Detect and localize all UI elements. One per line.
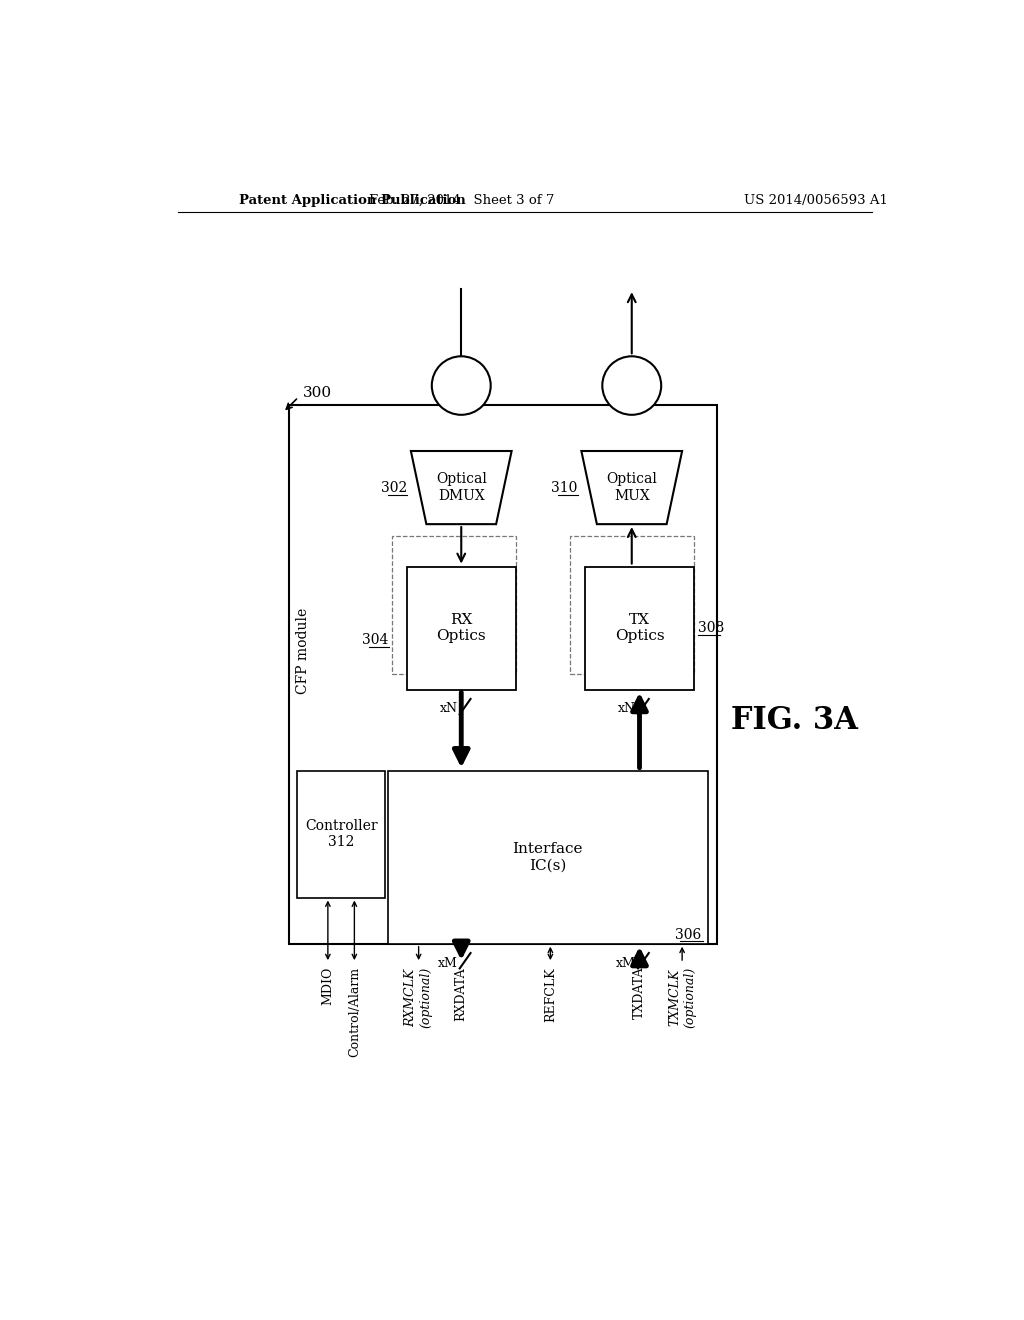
Text: RXDATA: RXDATA xyxy=(455,966,468,1020)
Text: Feb. 27, 2014   Sheet 3 of 7: Feb. 27, 2014 Sheet 3 of 7 xyxy=(369,194,554,207)
Text: CFP module: CFP module xyxy=(296,609,310,694)
Text: Patent Application Publication: Patent Application Publication xyxy=(239,194,466,207)
Text: REFCLK: REFCLK xyxy=(544,966,557,1022)
Text: xN: xN xyxy=(439,702,458,715)
Text: RX
Optics: RX Optics xyxy=(436,612,486,643)
Bar xyxy=(391,536,515,675)
Text: Optical
DMUX: Optical DMUX xyxy=(436,473,486,503)
Text: MDIO: MDIO xyxy=(322,966,335,1006)
Text: Control/Alarm: Control/Alarm xyxy=(348,966,360,1057)
Text: TX
Optics: TX Optics xyxy=(614,612,665,643)
Text: Interface
IC(s): Interface IC(s) xyxy=(512,842,583,873)
Bar xyxy=(407,566,515,689)
Text: xM: xM xyxy=(615,957,636,970)
Text: xM: xM xyxy=(437,957,458,970)
Text: TXDATA: TXDATA xyxy=(633,966,646,1019)
Text: 306: 306 xyxy=(675,928,701,941)
Polygon shape xyxy=(411,451,512,524)
Text: 308: 308 xyxy=(698,622,725,635)
Text: xN: xN xyxy=(617,702,636,715)
Text: 310: 310 xyxy=(551,480,578,495)
Bar xyxy=(569,536,693,675)
Text: 300: 300 xyxy=(302,387,332,400)
Bar xyxy=(388,771,708,944)
Bar xyxy=(297,771,385,898)
Circle shape xyxy=(602,356,662,414)
Polygon shape xyxy=(582,451,682,524)
Text: RXMCLK
(optional): RXMCLK (optional) xyxy=(404,966,432,1028)
Text: TXMCLK
(optional): TXMCLK (optional) xyxy=(668,966,696,1028)
Circle shape xyxy=(432,356,490,414)
Text: US 2014/0056593 A1: US 2014/0056593 A1 xyxy=(744,194,888,207)
Text: 302: 302 xyxy=(381,480,407,495)
Bar xyxy=(289,405,717,944)
Text: Controller
312: Controller 312 xyxy=(305,818,378,849)
Text: 304: 304 xyxy=(362,634,388,647)
Bar xyxy=(586,566,693,689)
Text: Optical
MUX: Optical MUX xyxy=(606,473,657,503)
Text: FIG. 3A: FIG. 3A xyxy=(731,705,858,737)
